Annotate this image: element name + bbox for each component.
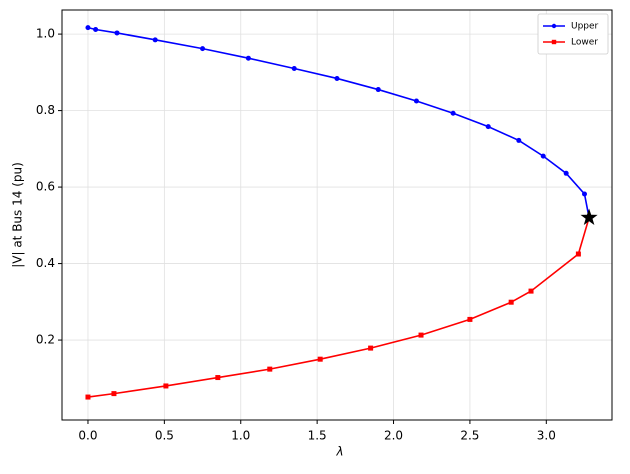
data-point <box>418 332 424 338</box>
data-point <box>267 366 273 372</box>
data-point <box>114 30 120 36</box>
data-point <box>467 316 473 322</box>
data-point <box>413 98 419 104</box>
data-point <box>111 391 117 397</box>
data-point <box>540 153 546 159</box>
y-tick-label: 0.6 <box>36 180 55 194</box>
x-tick-label: 3.0 <box>537 429 556 443</box>
data-point <box>215 375 221 381</box>
data-point <box>485 124 491 130</box>
legend-marker <box>551 23 557 29</box>
data-point <box>528 288 534 294</box>
legend: Upper Lower <box>537 13 609 55</box>
x-tick-label: 1.5 <box>308 429 327 443</box>
data-point <box>508 299 514 305</box>
data-point <box>85 394 91 400</box>
legend-label: Lower <box>571 38 598 48</box>
y-tick-label: 0.4 <box>36 256 55 270</box>
x-tick-label: 0.5 <box>155 429 174 443</box>
x-axis-label: λ <box>335 445 343 459</box>
data-point <box>245 55 251 61</box>
x-tick-label: 2.5 <box>460 429 479 443</box>
line <box>87 217 590 398</box>
data-point <box>575 251 581 257</box>
legend-marker <box>551 39 557 45</box>
plot-frame <box>61 9 613 421</box>
line <box>87 26 590 218</box>
y-axis-label: |V| at Bus 14 (pu) <box>11 162 25 268</box>
x-tick-label: 2.0 <box>384 429 403 443</box>
x-tick-label: 1.0 <box>231 429 250 443</box>
data-point <box>163 383 169 389</box>
nose-point <box>580 208 598 225</box>
data-point <box>450 110 456 116</box>
data-point <box>368 345 374 351</box>
legend-box <box>537 13 609 55</box>
data-point <box>93 27 99 33</box>
data-point <box>516 137 522 143</box>
data-point <box>200 46 206 52</box>
data-point <box>291 66 297 72</box>
data-point <box>582 191 587 197</box>
legend-label: Upper <box>571 22 599 32</box>
x-tick-label: 0.0 <box>78 429 97 443</box>
data-point <box>152 37 158 43</box>
y-tick-label: 0.8 <box>36 103 55 117</box>
data-point <box>85 25 91 31</box>
data-point <box>563 170 569 176</box>
data-point <box>375 87 381 93</box>
y-tick-label: 0.2 <box>36 333 55 347</box>
data-point <box>334 75 340 81</box>
y-tick-label: 1.0 <box>36 27 55 41</box>
data-point <box>317 356 323 362</box>
